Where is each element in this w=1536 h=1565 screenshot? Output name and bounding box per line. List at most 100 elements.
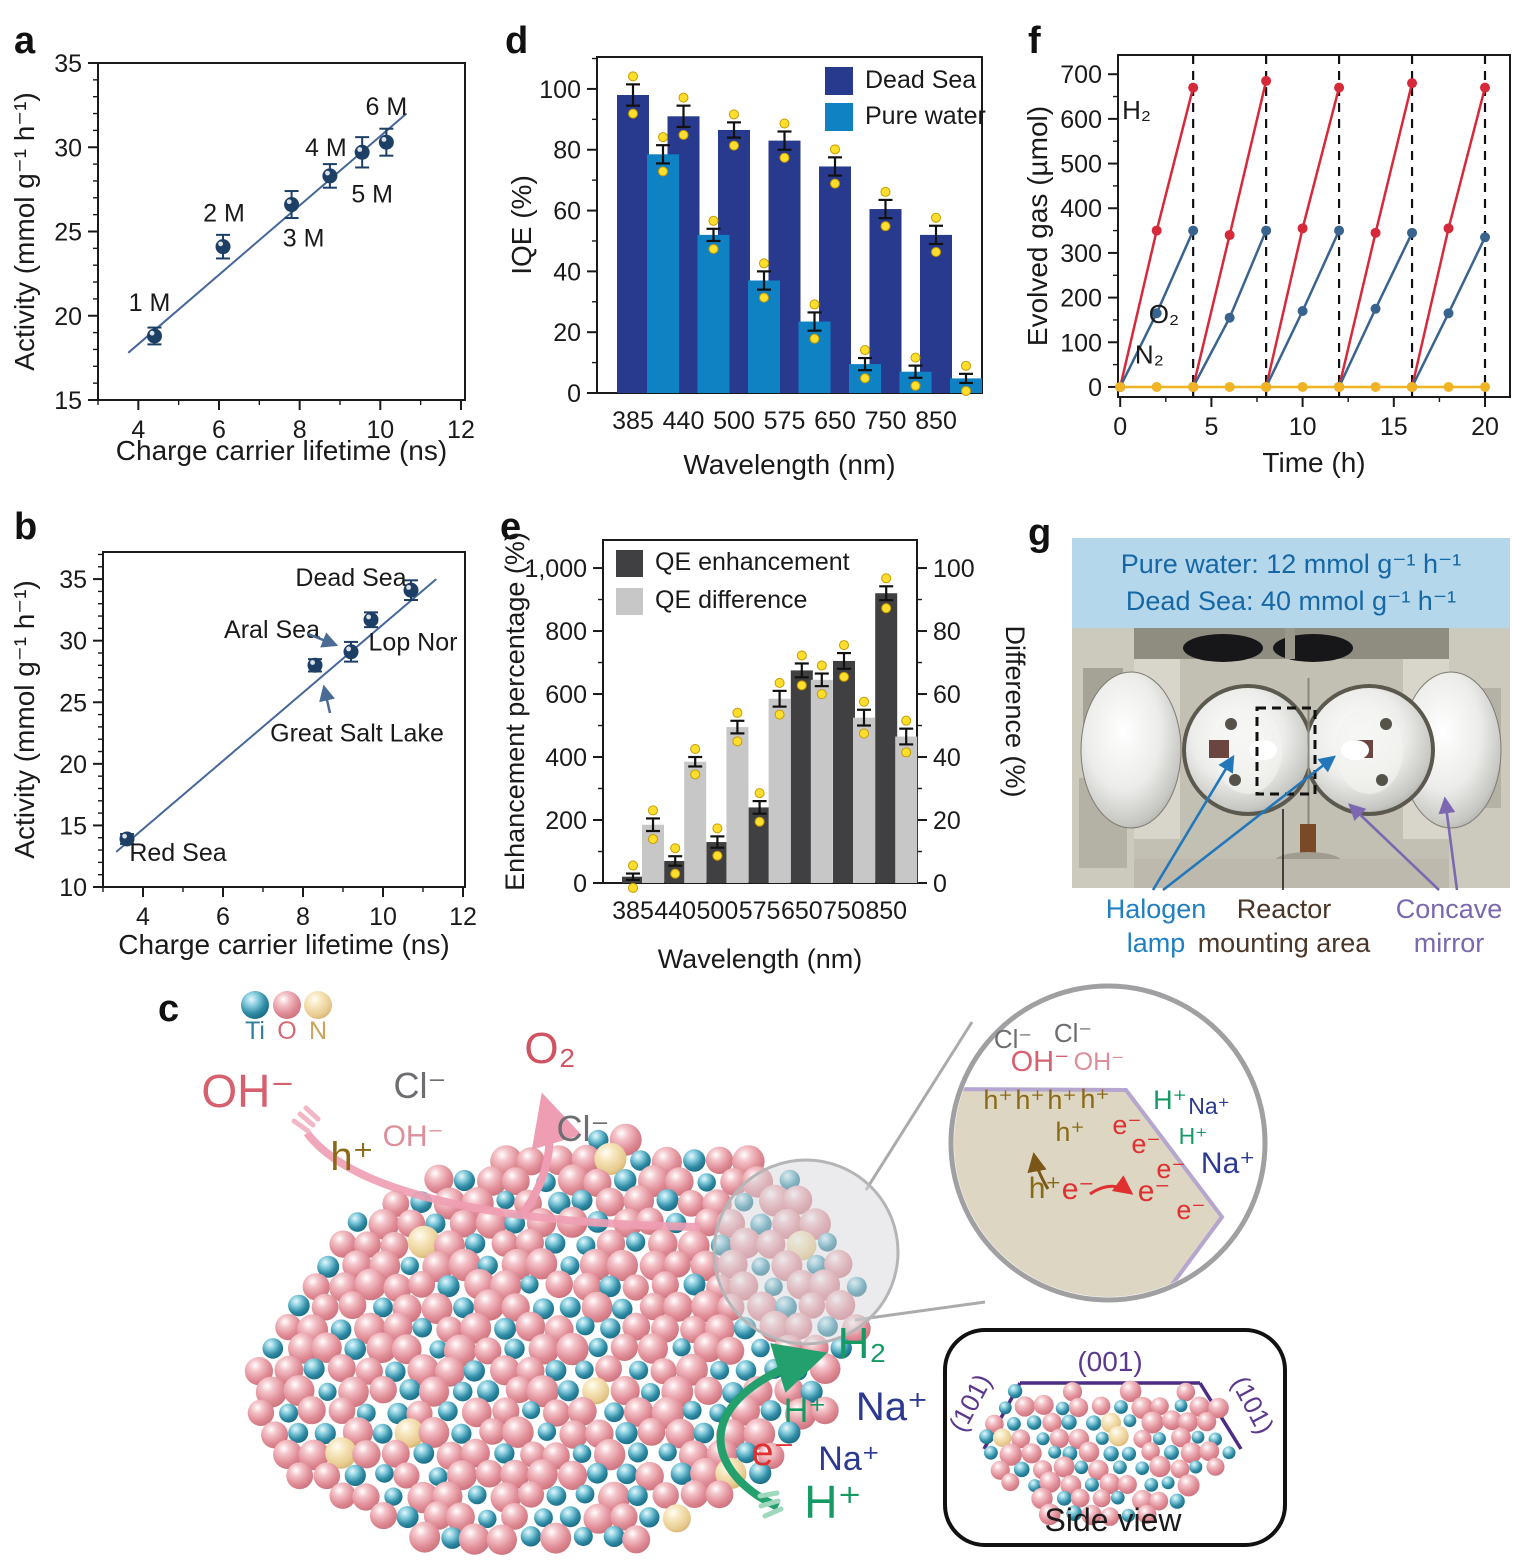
svg-text:Difference (%): Difference (%) bbox=[1000, 625, 1030, 797]
svg-text:200: 200 bbox=[1060, 285, 1102, 313]
svg-text:5 M: 5 M bbox=[351, 180, 393, 208]
oxygen-arrow bbox=[518, 1092, 582, 1218]
chart-iqe-bars: 0 20 40 60 80 100 Wavelength (nm) IQE (%) 385 440… bbox=[506, 56, 986, 480]
svg-text:4 M: 4 M bbox=[305, 134, 347, 162]
svg-text:e⁻: e⁻ bbox=[1131, 1129, 1160, 1159]
svg-text:h⁺: h⁺ bbox=[983, 1085, 1012, 1115]
reactor-photo bbox=[1072, 627, 1510, 892]
svg-text:500: 500 bbox=[697, 897, 739, 925]
panel-label-f: f bbox=[1028, 20, 1041, 62]
svg-text:850: 850 bbox=[915, 407, 957, 435]
svg-text:Cl⁻: Cl⁻ bbox=[557, 1108, 610, 1149]
svg-text:H₂: H₂ bbox=[1122, 95, 1151, 125]
svg-text:H₂: H₂ bbox=[838, 1319, 887, 1368]
svg-text:0: 0 bbox=[567, 380, 581, 408]
label-reactor-mounting-area: Reactor mounting area bbox=[1197, 894, 1371, 958]
svg-text:100: 100 bbox=[539, 76, 581, 104]
svg-text:h⁺: h⁺ bbox=[1015, 1085, 1044, 1115]
svg-text:20: 20 bbox=[59, 751, 87, 779]
svg-text:25: 25 bbox=[54, 219, 82, 247]
svg-text:500: 500 bbox=[713, 407, 755, 435]
svg-text:6: 6 bbox=[212, 416, 226, 444]
svg-text:10: 10 bbox=[369, 903, 397, 931]
svg-text:Charge carrier lifetime (ns): Charge carrier lifetime (ns) bbox=[118, 929, 449, 960]
chart-qe-enhancement: 0 200 400 600 800 1,000 0 20 40 60 80 100 Difference… bbox=[500, 532, 1030, 974]
concave-mirror-arrow bbox=[1348, 803, 1440, 891]
panel-label-c: c bbox=[158, 988, 180, 1030]
svg-text:100: 100 bbox=[933, 555, 975, 583]
svg-text:Na⁺: Na⁺ bbox=[818, 1440, 879, 1478]
svg-text:1 M: 1 M bbox=[129, 289, 171, 317]
svg-text:20: 20 bbox=[54, 303, 82, 331]
svg-text:OH⁻: OH⁻ bbox=[1074, 1048, 1125, 1076]
svg-text:Pure water: Pure water bbox=[865, 102, 986, 130]
svg-text:600: 600 bbox=[545, 681, 587, 709]
svg-text:h⁺: h⁺ bbox=[1080, 1084, 1109, 1114]
svg-text:5: 5 bbox=[1204, 413, 1218, 441]
svg-text:(001): (001) bbox=[1077, 1346, 1142, 1377]
svg-text:20: 20 bbox=[553, 319, 581, 347]
svg-text:Evolved gas (µmol): Evolved gas (µmol) bbox=[1022, 106, 1053, 346]
svg-text:Activity (mmol g⁻¹ h⁻¹): Activity (mmol g⁻¹ h⁻¹) bbox=[9, 580, 40, 858]
svg-text:OH⁻: OH⁻ bbox=[383, 1120, 444, 1153]
svg-text:800: 800 bbox=[545, 618, 587, 646]
label-concave-mirror: Concave mirror bbox=[1395, 894, 1503, 958]
panel-label-g: g bbox=[1028, 512, 1052, 554]
svg-text:400: 400 bbox=[545, 744, 587, 772]
svg-text:30: 30 bbox=[54, 134, 82, 162]
svg-text:N₂: N₂ bbox=[1135, 340, 1164, 370]
svg-text:Time (h): Time (h) bbox=[1262, 447, 1365, 478]
svg-text:Side view: Side view bbox=[1045, 1502, 1183, 1538]
svg-text:385: 385 bbox=[612, 407, 654, 435]
svg-text:400: 400 bbox=[1060, 195, 1102, 223]
svg-text:0: 0 bbox=[933, 870, 947, 898]
svg-text:IQE (%): IQE (%) bbox=[506, 175, 537, 275]
svg-text:100: 100 bbox=[1060, 329, 1102, 357]
banner-line-pure-water: Pure water: 12 mmol g⁻¹ h⁻¹ bbox=[1120, 549, 1462, 579]
svg-text:60: 60 bbox=[933, 681, 961, 709]
svg-text:440: 440 bbox=[663, 407, 705, 435]
photo bbox=[1072, 627, 1510, 888]
label-halogen-lamp: Halogen lamp bbox=[1105, 894, 1207, 958]
hole-arrow bbox=[303, 1130, 701, 1231]
banner-line-dead-sea: Dead Sea: 40 mmol g⁻¹ h⁻¹ bbox=[1125, 586, 1457, 616]
svg-text:10: 10 bbox=[59, 874, 87, 902]
result-banner: Pure water: 12 mmol g⁻¹ h⁻¹ Dead Sea: 40… bbox=[1072, 538, 1510, 628]
svg-text:40: 40 bbox=[553, 258, 581, 286]
svg-text:40: 40 bbox=[933, 744, 961, 772]
svg-text:Na⁺: Na⁺ bbox=[1201, 1147, 1255, 1180]
svg-text:20: 20 bbox=[1471, 413, 1499, 441]
svg-text:Cl⁻: Cl⁻ bbox=[994, 1024, 1032, 1054]
halogen-lamp-arrow bbox=[1162, 755, 1337, 892]
svg-text:Wavelength (nm): Wavelength (nm) bbox=[658, 944, 863, 974]
panel-label-a: a bbox=[14, 20, 36, 62]
svg-text:35: 35 bbox=[59, 566, 87, 594]
svg-text:e⁻: e⁻ bbox=[751, 1430, 794, 1474]
svg-text:300: 300 bbox=[1060, 240, 1102, 268]
svg-text:Cl⁻: Cl⁻ bbox=[1054, 1018, 1092, 1048]
svg-text:Activity (mmol g⁻¹ h⁻¹): Activity (mmol g⁻¹ h⁻¹) bbox=[9, 92, 40, 370]
svg-text:Great Salt Lake: Great Salt Lake bbox=[270, 719, 444, 747]
svg-text:Ti: Ti bbox=[245, 1017, 265, 1045]
svg-text:850: 850 bbox=[865, 897, 907, 925]
svg-text:Red Sea: Red Sea bbox=[129, 839, 226, 867]
svg-text:650: 650 bbox=[814, 407, 856, 435]
svg-text:Enhancement percentage (%): Enhancement percentage (%) bbox=[500, 532, 530, 891]
svg-text:80: 80 bbox=[553, 137, 581, 165]
svg-text:QE enhancement: QE enhancement bbox=[655, 548, 850, 576]
svg-text:440: 440 bbox=[654, 897, 696, 925]
svg-text:8: 8 bbox=[293, 416, 307, 444]
svg-text:4: 4 bbox=[131, 416, 145, 444]
svg-text:0: 0 bbox=[573, 870, 587, 898]
electron-arrow bbox=[716, 1343, 828, 1511]
svg-text:1,000: 1,000 bbox=[524, 555, 587, 583]
svg-text:12: 12 bbox=[447, 416, 475, 444]
svg-text:6: 6 bbox=[216, 903, 230, 931]
svg-text:15: 15 bbox=[1380, 413, 1408, 441]
svg-text:e⁻: e⁻ bbox=[1156, 1154, 1185, 1184]
svg-text:O: O bbox=[277, 1017, 296, 1045]
svg-text:O₂: O₂ bbox=[1149, 299, 1179, 329]
svg-text:O₂: O₂ bbox=[524, 1024, 575, 1073]
svg-text:35: 35 bbox=[54, 50, 82, 78]
